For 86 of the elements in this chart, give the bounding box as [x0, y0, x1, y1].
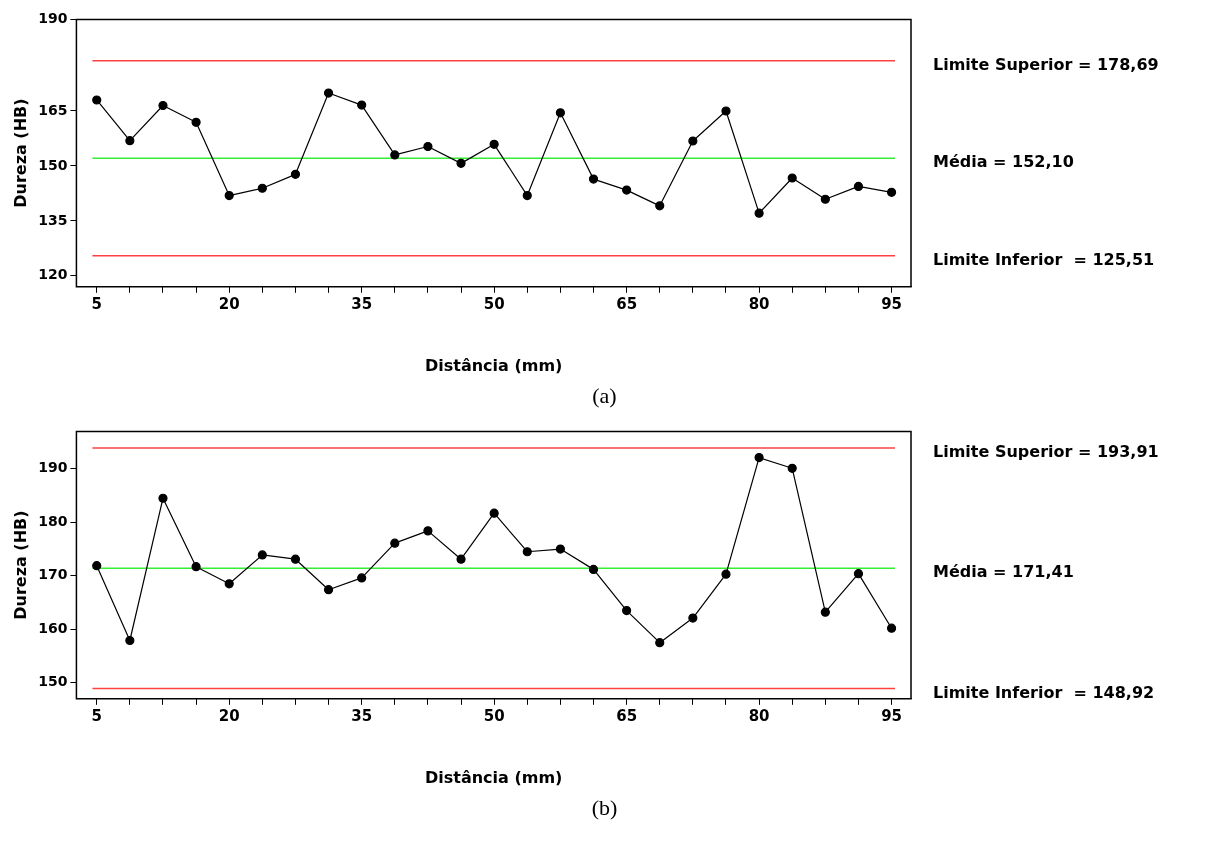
point	[721, 106, 731, 116]
point	[390, 150, 400, 160]
point	[290, 554, 301, 564]
y-tick-label: 120	[38, 266, 68, 283]
point	[456, 158, 466, 168]
x-tick-label: 65	[616, 706, 638, 725]
point	[423, 141, 433, 152]
point	[688, 136, 698, 146]
x-tick-label: 50	[483, 706, 505, 725]
y-tick-label: 150	[38, 673, 68, 690]
point	[191, 562, 201, 572]
point	[158, 100, 168, 111]
ref-line-label: Limite Superior = 193,91	[933, 442, 1159, 462]
point	[224, 579, 234, 589]
point	[555, 108, 565, 118]
x-tick-label: 80	[748, 706, 770, 725]
text: (b)	[590, 794, 619, 822]
point	[820, 607, 830, 617]
point	[886, 623, 897, 633]
point	[754, 453, 764, 463]
point	[622, 605, 632, 616]
point	[191, 117, 201, 127]
y-tick-label: 180	[38, 512, 68, 529]
point	[688, 613, 698, 623]
point	[92, 95, 102, 105]
point	[92, 561, 102, 571]
y-tick-label: 190	[38, 459, 68, 476]
point	[489, 508, 499, 518]
y-tick-label: 150	[38, 156, 68, 173]
x-tick-label: 50	[483, 294, 505, 313]
y-tick-label: 190	[38, 10, 68, 27]
point	[655, 201, 665, 211]
text: (a)	[591, 382, 618, 410]
point	[158, 493, 168, 503]
x-tick-label: 35	[351, 294, 373, 313]
point	[655, 638, 665, 648]
point	[224, 190, 234, 201]
x-tick-label: 65	[616, 294, 638, 313]
point	[323, 88, 334, 98]
point	[622, 185, 632, 195]
y-tick-label: 170	[38, 566, 68, 583]
point	[588, 564, 599, 574]
point	[456, 554, 466, 564]
x-tick-label: 35	[351, 706, 373, 725]
ref-line-label: Limite Superior = 178,69	[933, 54, 1159, 74]
x-tick-label: 95	[881, 706, 903, 725]
point	[555, 544, 565, 554]
point	[721, 569, 731, 579]
x-tick-label: 5	[91, 294, 102, 313]
point	[290, 169, 301, 179]
point	[357, 100, 367, 110]
y-axis-title: Dureza (HB)	[10, 98, 30, 208]
x-tick-label: 5	[91, 706, 102, 725]
y-axis-title: Dureza (HB)	[10, 510, 30, 620]
point	[423, 526, 433, 536]
x-axis-title: Distância (mm)	[424, 355, 563, 375]
x-tick-label: 20	[218, 294, 240, 313]
y-tick-label: 160	[38, 619, 68, 636]
point	[522, 547, 532, 557]
point	[489, 139, 499, 149]
point	[125, 136, 135, 146]
x-axis-title: Distância (mm)	[424, 767, 563, 787]
x-tick-label: 95	[881, 294, 903, 313]
point	[257, 183, 267, 193]
point	[588, 174, 599, 184]
point	[522, 190, 532, 201]
ref-line-label: Média = 152,10	[933, 152, 1074, 172]
point	[754, 208, 764, 218]
point	[853, 181, 864, 192]
ref-line-label: Média = 171,41	[933, 562, 1074, 582]
y-tick-label: 135	[38, 211, 68, 228]
point	[257, 550, 267, 560]
x-tick-label: 80	[748, 294, 770, 313]
point	[390, 538, 400, 548]
point	[323, 585, 334, 595]
ref-line-label: Limite Inferior = 148,92	[933, 682, 1155, 702]
point	[125, 635, 135, 646]
point	[787, 463, 797, 473]
x-tick-label: 20	[218, 706, 240, 725]
y-tick-label: 165	[38, 101, 68, 118]
point	[886, 187, 897, 197]
point	[357, 573, 367, 583]
point	[820, 194, 830, 204]
point	[853, 569, 864, 579]
ref-line-label: Limite Inferior = 125,51	[933, 249, 1155, 269]
point	[787, 173, 797, 183]
